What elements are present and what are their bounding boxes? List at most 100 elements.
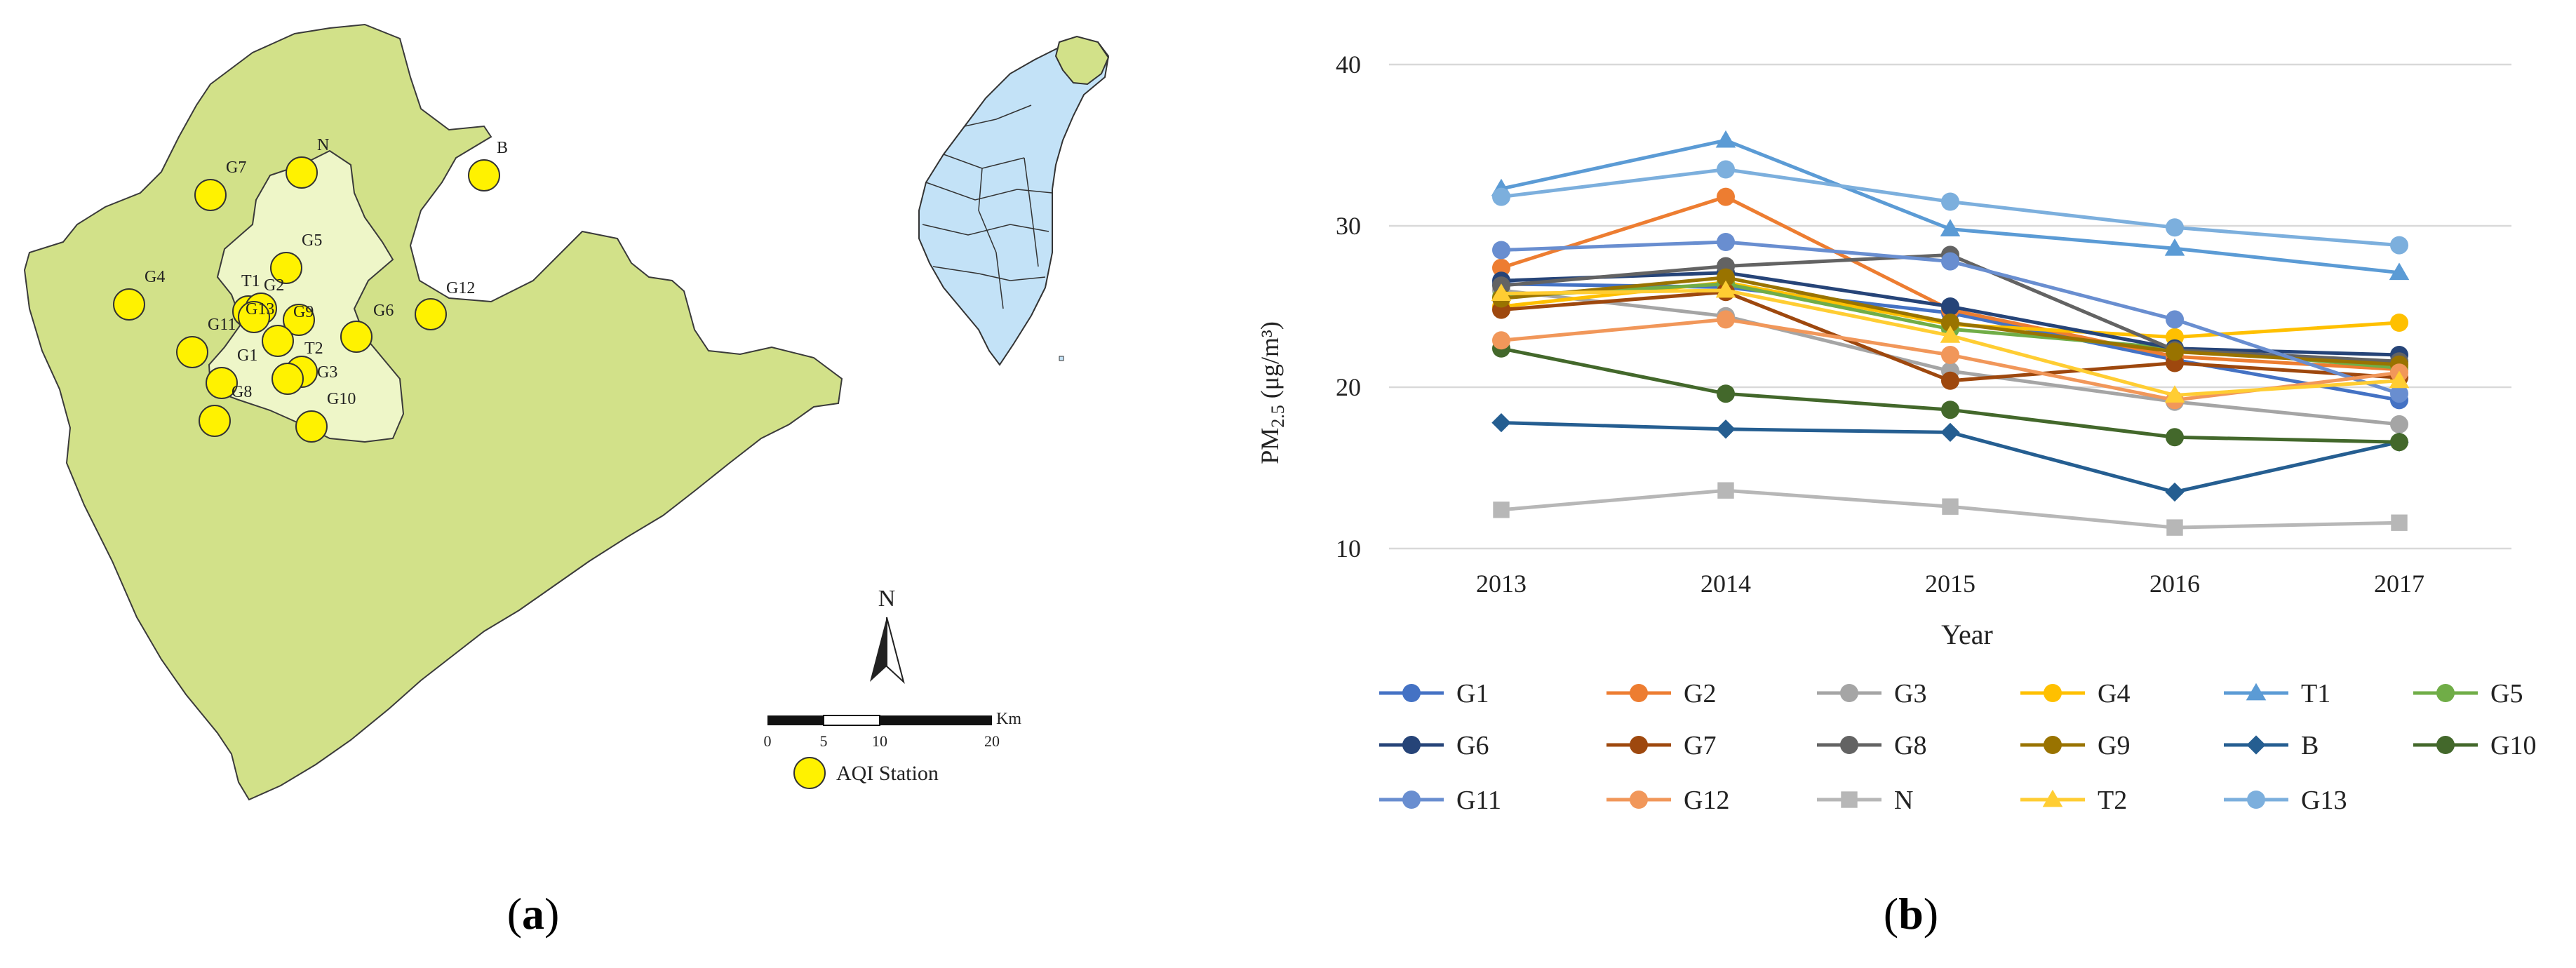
- data-point: [1630, 736, 1648, 754]
- station-label: G6: [373, 302, 394, 320]
- data-point: [2390, 236, 2408, 255]
- station-label: G5: [302, 231, 322, 250]
- station-marker: [468, 159, 500, 191]
- data-point: [1940, 422, 1960, 443]
- data-point: [2164, 385, 2185, 403]
- data-point: [2166, 218, 2184, 237]
- data-point: [1942, 498, 1959, 515]
- station-marker: [238, 301, 270, 333]
- data-point: [1941, 192, 1959, 211]
- station-marker: [286, 156, 318, 189]
- station-label: G4: [145, 268, 165, 286]
- x-tick-label: 2015: [1925, 570, 1975, 598]
- data-point: [1941, 252, 1959, 271]
- data-point: [1716, 419, 1736, 439]
- caption-b: (b): [1884, 889, 1938, 939]
- series-t1: [1491, 130, 2410, 281]
- legend-label: G8: [1894, 731, 1926, 760]
- station-marker: [415, 298, 447, 330]
- data-point: [2390, 415, 2408, 433]
- station-label: G8: [232, 383, 252, 401]
- legend-item: G3: [1817, 679, 1926, 708]
- legend-item: T1: [2224, 679, 2330, 708]
- data-point: [2042, 789, 2063, 807]
- data-point: [1491, 283, 1512, 301]
- station-marker: [340, 321, 373, 353]
- station-label: T1: [241, 272, 260, 290]
- taiwan-island: [918, 37, 1110, 366]
- x-tick-label: 2016: [2149, 570, 2200, 598]
- x-tick-label: 2014: [1700, 570, 1751, 598]
- legend-label: B: [2301, 731, 2319, 760]
- x-tick-label: 2017: [2374, 570, 2424, 598]
- legend-item: G4: [2020, 679, 2130, 708]
- y-tick-label: 30: [1336, 212, 1361, 240]
- series-g10: [1492, 339, 2408, 452]
- legend-item: G8: [1817, 731, 1926, 760]
- scale-tick: 0: [764, 732, 772, 750]
- series-t2: [1491, 280, 2410, 403]
- data-point: [1630, 684, 1648, 702]
- legend-item: T2: [2020, 786, 2127, 815]
- caption-a: (a): [507, 889, 560, 939]
- data-point: [1941, 346, 1959, 364]
- data-point: [1715, 280, 1736, 298]
- legend-label: G3: [1894, 679, 1926, 708]
- station-label: G9: [293, 303, 314, 321]
- data-point: [2247, 791, 2265, 809]
- data-point: [2389, 370, 2410, 389]
- data-point: [2166, 342, 2184, 361]
- legend-item: G6: [1379, 731, 1489, 760]
- legend-label: G1: [1456, 679, 1489, 708]
- station-label: G1: [237, 347, 257, 365]
- station-marker: [194, 179, 227, 211]
- data-point: [1717, 160, 1735, 179]
- map-legend: AQI Station: [793, 757, 939, 789]
- data-point: [1940, 219, 1961, 236]
- x-axis-ticks: 2013 2014 2015 2016 2017: [1476, 570, 2424, 598]
- panel-a-map: G7 N B G5 G4 T1 G2 G13 G9 G11 G6 G12 G1 …: [23, 23, 1110, 939]
- legend-label: G10: [2490, 731, 2536, 760]
- data-point: [2166, 428, 2184, 447]
- data-point: [2246, 735, 2266, 755]
- scale-bar: Km 0 5 10 20: [764, 710, 1022, 750]
- data-point: [1941, 314, 1959, 332]
- station-label: G11: [208, 316, 236, 334]
- data-point: [1491, 412, 1511, 433]
- legend-label: T2: [2098, 786, 2127, 815]
- scale-tick: 20: [984, 732, 1000, 750]
- station-label: G7: [226, 159, 246, 177]
- station-label: N: [317, 136, 329, 154]
- data-point: [1493, 502, 1510, 518]
- data-point: [2166, 310, 2184, 329]
- data-point: [2390, 314, 2408, 332]
- legend-item: G1: [1379, 679, 1489, 708]
- legend-label: N: [1894, 786, 1913, 815]
- station-marker: [199, 405, 231, 437]
- legend-item: N: [1817, 786, 1913, 815]
- data-point: [1630, 791, 1648, 809]
- data-point: [1402, 684, 1421, 702]
- legend-label: G9: [2098, 731, 2130, 760]
- data-point: [1492, 241, 1510, 260]
- legend-station-marker: [793, 757, 826, 789]
- station-marker: [262, 325, 294, 357]
- y-tick-label: 10: [1336, 535, 1361, 563]
- legend-label: G4: [2098, 679, 2130, 708]
- data-point: [2044, 684, 2062, 702]
- data-point: [1492, 331, 1510, 350]
- north-arrow: N: [870, 586, 905, 685]
- legend-item: G10: [2413, 731, 2536, 760]
- data-point: [2044, 736, 2062, 754]
- y-axis-label: PM2.5 (μg/m³): [1256, 321, 1288, 464]
- data-point: [2391, 514, 2408, 531]
- data-point: [1402, 736, 1421, 754]
- legend-label: AQI Station: [836, 762, 939, 785]
- data-point: [1492, 187, 1510, 206]
- series-g11: [1492, 233, 2408, 403]
- data-point: [2166, 519, 2183, 536]
- taipei-area-highlight: [1054, 35, 1110, 86]
- data-point: [1941, 371, 1959, 390]
- station-markers: [113, 156, 500, 443]
